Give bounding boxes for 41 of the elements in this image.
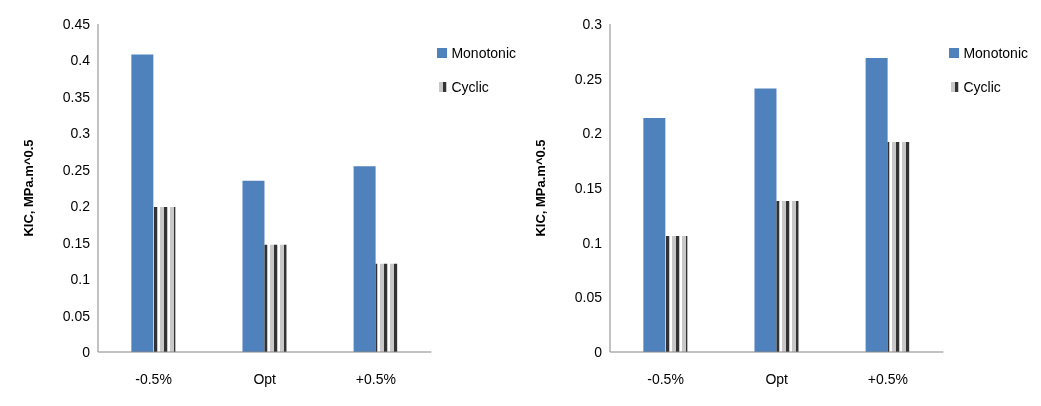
x-tick-label: -0.5% bbox=[647, 370, 684, 387]
y-tick-label: 0.1 bbox=[582, 234, 603, 251]
y-tick-label: 0.25 bbox=[574, 70, 603, 87]
x-tick-label: +0.5% bbox=[355, 370, 396, 387]
y-tick-label: 0 bbox=[82, 343, 91, 360]
x-tick-label: -0.5% bbox=[135, 370, 172, 387]
x-tick-label: Opt bbox=[253, 370, 277, 387]
bar bbox=[153, 206, 176, 352]
bar bbox=[643, 118, 666, 352]
legend-label: Cyclic bbox=[451, 78, 489, 97]
y-tick-label: 0.05 bbox=[62, 307, 91, 324]
y-tick-label: 0.3 bbox=[70, 125, 91, 142]
legend-label: Monotonic bbox=[451, 44, 516, 63]
bar bbox=[131, 54, 154, 352]
y-tick-label: 0.25 bbox=[62, 161, 91, 178]
y-tick-label: 0.3 bbox=[582, 15, 603, 32]
y-tick-label: 0.15 bbox=[62, 234, 91, 251]
y-tick-label: 0.05 bbox=[574, 289, 603, 306]
bar bbox=[776, 201, 799, 352]
bar bbox=[375, 263, 398, 352]
x-tick-label: +0.5% bbox=[867, 370, 908, 387]
legend-label: Monotonic bbox=[963, 44, 1028, 63]
x-tick-label: Opt bbox=[765, 370, 789, 387]
bar bbox=[887, 142, 910, 352]
legend-label: Cyclic bbox=[963, 78, 1001, 97]
y-tick-label: 0.2 bbox=[70, 198, 91, 215]
y-tick-label: 0.35 bbox=[62, 88, 91, 105]
bar bbox=[665, 236, 688, 352]
y-tick-label: 0.45 bbox=[62, 15, 91, 32]
bar bbox=[353, 166, 376, 352]
bar bbox=[264, 244, 287, 352]
bar bbox=[865, 57, 888, 352]
y-axis-title: KIC, MPa.m^0.5 bbox=[532, 139, 548, 237]
y-tick-label: 0.1 bbox=[70, 271, 91, 288]
y-tick-label: 0.15 bbox=[574, 179, 603, 196]
y-tick-label: 0.4 bbox=[70, 52, 91, 69]
y-axis-title: KIC, MPa.m^0.5 bbox=[20, 139, 36, 237]
bar bbox=[754, 88, 777, 352]
y-tick-label: 0.2 bbox=[582, 125, 603, 142]
y-tick-label: 0 bbox=[594, 343, 603, 360]
bar bbox=[242, 180, 265, 352]
